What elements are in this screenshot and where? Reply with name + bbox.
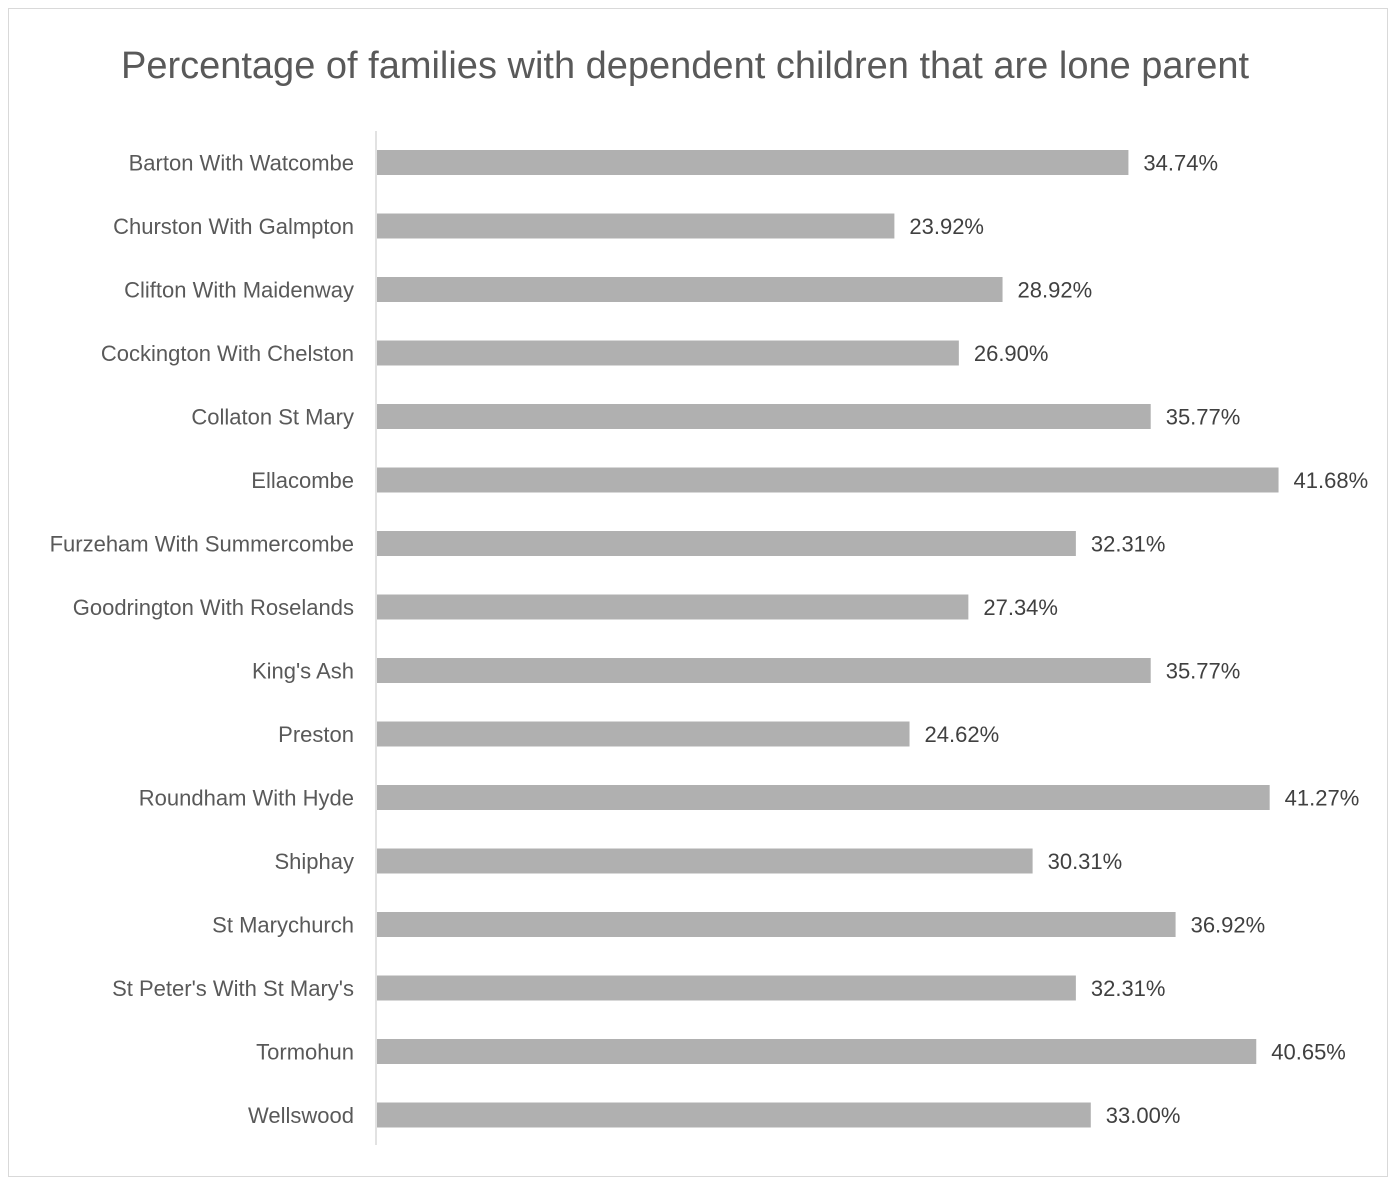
data-label: 27.34%	[983, 595, 1058, 620]
category-label: Barton With Watcombe	[129, 151, 354, 176]
data-label: 35.77%	[1166, 405, 1241, 430]
bar	[377, 912, 1176, 937]
category-label: St Peter's With St Mary's	[112, 976, 354, 1001]
category-label: Tormohun	[256, 1040, 354, 1065]
data-label: 36.92%	[1191, 913, 1266, 938]
category-label: Collaton St Mary	[191, 405, 354, 430]
data-label: 26.90%	[974, 341, 1049, 366]
category-label: Ellacombe	[251, 468, 354, 493]
bar	[377, 594, 969, 620]
chart-title: Percentage of families with dependent ch…	[120, 45, 1250, 87]
category-label: Shiphay	[274, 849, 354, 874]
category-label: Roundham With Hyde	[139, 786, 354, 811]
bar	[377, 658, 1151, 683]
bar	[377, 975, 1076, 1001]
data-label: 40.65%	[1271, 1040, 1346, 1065]
data-label: 28.92%	[1018, 278, 1093, 303]
category-label: Goodrington With Roselands	[73, 595, 354, 620]
data-label: 30.31%	[1048, 849, 1123, 874]
data-label: 33.00%	[1106, 1103, 1181, 1128]
bar	[377, 150, 1129, 175]
category-label: St Marychurch	[212, 913, 354, 938]
bar	[377, 848, 1033, 874]
bar	[377, 340, 959, 366]
bar	[377, 467, 1279, 493]
category-label: Cockington With Chelston	[101, 341, 354, 366]
category-label: Clifton With Maidenway	[124, 278, 354, 303]
data-label: 41.27%	[1285, 786, 1360, 811]
data-label: 24.62%	[925, 722, 1000, 747]
category-label: Preston	[278, 722, 354, 747]
bar	[377, 1102, 1091, 1128]
bar	[377, 721, 910, 747]
bar	[377, 785, 1270, 810]
bar	[377, 1039, 1257, 1064]
category-label: King's Ash	[252, 659, 354, 684]
bar	[377, 531, 1076, 556]
data-label: 32.31%	[1091, 976, 1166, 1001]
bar	[377, 213, 895, 239]
data-label: 23.92%	[909, 214, 984, 239]
data-label: 35.77%	[1166, 659, 1241, 684]
data-label: 34.74%	[1143, 151, 1218, 176]
data-label: 41.68%	[1294, 468, 1369, 493]
bar	[377, 404, 1151, 429]
bar	[377, 277, 1003, 302]
category-label: Furzeham With Summercombe	[50, 532, 354, 557]
category-label: Churston With Galmpton	[113, 214, 354, 239]
category-label: Wellswood	[248, 1103, 354, 1128]
data-label: 32.31%	[1091, 532, 1166, 557]
